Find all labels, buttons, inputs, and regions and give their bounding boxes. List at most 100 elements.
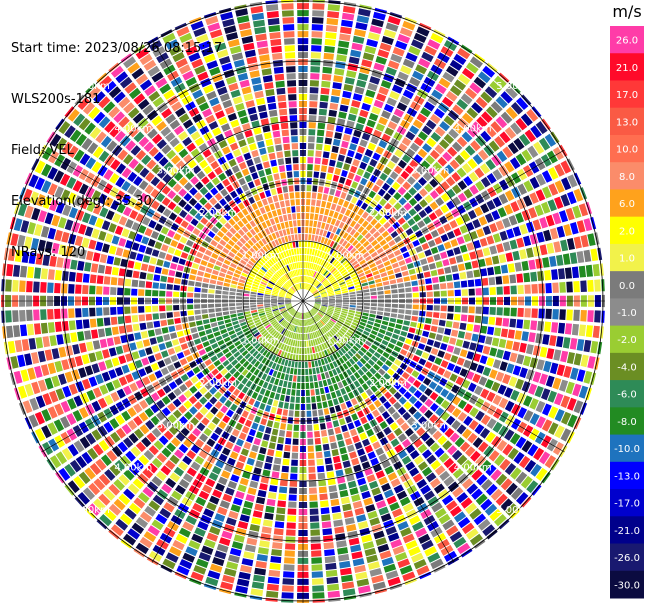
radar-gate: [278, 302, 285, 305]
radar-gate: [316, 338, 321, 345]
radar-gate: [515, 212, 524, 224]
radar-gate: [264, 292, 271, 295]
radar-gate: [473, 76, 487, 89]
radar-gate: [304, 333, 306, 340]
radar-gate: [398, 259, 406, 266]
radar-gate: [103, 286, 110, 295]
radar-gate: [478, 216, 488, 226]
radar-gate: [244, 287, 251, 291]
radar-gate: [54, 283, 61, 294]
radar-gate: [372, 409, 380, 418]
radar-gate: [168, 325, 176, 333]
radar-gate: [344, 353, 351, 360]
radar-gate: [558, 268, 566, 280]
radar-gate: [533, 141, 545, 155]
radar-gate: [394, 235, 402, 243]
radar-gate: [160, 126, 172, 137]
radar-gate: [381, 364, 390, 372]
radar-gate: [145, 281, 153, 289]
radar-gate: [452, 468, 464, 479]
radar-gate: [587, 310, 594, 323]
radar-gate: [172, 398, 182, 408]
radar-gate: [82, 212, 91, 224]
radar-gate: [20, 369, 30, 382]
radar-gate: [104, 359, 114, 369]
radar-gate: [315, 444, 322, 452]
radar-gate: [307, 284, 310, 290]
radar-gate: [156, 388, 166, 398]
radar-gate: [157, 169, 167, 179]
radar-gate: [245, 371, 253, 379]
radar-gate: [430, 558, 444, 570]
radar-gate: [261, 440, 269, 448]
radar-gate: [212, 557, 225, 567]
radar-gate: [429, 402, 439, 412]
radar-gate: [482, 366, 492, 377]
radar-gate: [272, 290, 279, 294]
radar-gate: [353, 419, 362, 428]
radar-gate: [292, 375, 297, 382]
radar-gate: [440, 181, 450, 191]
radar-gate: [318, 380, 323, 388]
radar-gate: [173, 466, 185, 477]
radar-gate: [314, 302, 321, 304]
radar-gate: [27, 367, 36, 380]
radar-gate: [377, 543, 390, 553]
radar-gate: [194, 293, 201, 298]
radar-gate: [428, 212, 438, 221]
radar-gate: [221, 332, 229, 339]
radar-gate: [17, 234, 26, 248]
radar-gate: [515, 117, 528, 131]
radar-gate: [271, 298, 278, 301]
radar-gate: [496, 243, 504, 253]
radar-gate: [308, 466, 316, 473]
radar-gate: [190, 327, 198, 334]
radar-gate: [339, 316, 346, 321]
radar-gate: [416, 478, 428, 489]
radar-gate: [380, 513, 392, 522]
radar-gate: [326, 231, 331, 238]
radar-gate: [274, 323, 281, 330]
radar-gate: [316, 345, 321, 352]
radar-gate: [404, 315, 411, 321]
radar-gate: [192, 165, 202, 175]
radar-gate: [399, 95, 411, 106]
radar-gate: [401, 270, 409, 277]
radar-gate: [310, 340, 314, 347]
radar-gate: [151, 427, 162, 438]
radar-gate: [183, 203, 193, 212]
radar-gate: [287, 508, 297, 515]
radar-gate: [262, 213, 269, 221]
radar-gate: [332, 234, 338, 241]
radar-gate: [369, 25, 382, 34]
radar-gate: [454, 437, 465, 448]
radar-gate: [412, 473, 424, 483]
radar-gate: [400, 246, 408, 253]
radar-gate: [367, 82, 378, 92]
radar-gate: [335, 125, 344, 133]
radar-gate: [488, 140, 500, 152]
radar-gate: [154, 223, 163, 232]
radar-gate: [389, 257, 397, 264]
radar-gate: [498, 338, 507, 349]
radar-gate: [172, 194, 182, 204]
radar-gate: [432, 161, 443, 172]
radar-gate: [332, 174, 340, 182]
radar-gate: [174, 216, 183, 225]
radar-gate: [297, 375, 301, 382]
radar-gate: [262, 125, 271, 133]
radar-gate: [139, 399, 149, 410]
radar-gate: [251, 517, 262, 525]
radar-gate: [259, 269, 266, 275]
radar-gate: [151, 457, 163, 469]
radar-gate: [305, 220, 309, 227]
radar-gate: [183, 438, 193, 448]
radar-gate: [376, 359, 384, 367]
radar-gate: [253, 19, 265, 28]
radar-gate: [309, 213, 314, 220]
radar-gate: [318, 243, 323, 250]
radar-gate: [147, 238, 156, 247]
radar-gate: [358, 324, 365, 330]
radar-gate: [404, 338, 413, 345]
radar-gate: [310, 354, 314, 361]
